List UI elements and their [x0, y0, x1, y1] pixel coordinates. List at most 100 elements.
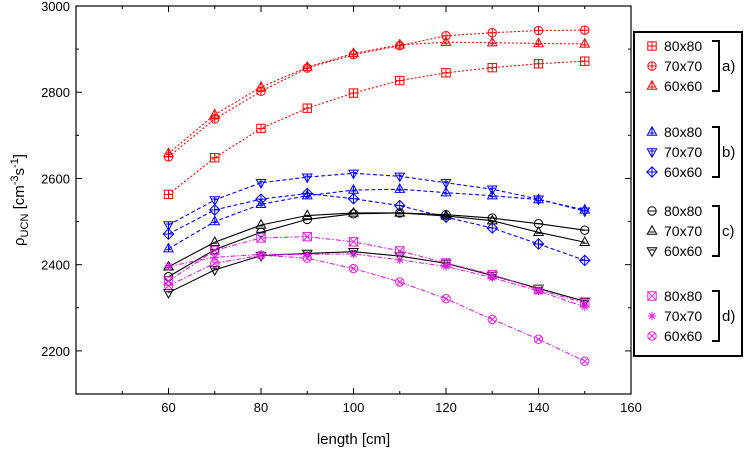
- data-point: [209, 196, 221, 207]
- marker-circle: [487, 314, 497, 325]
- series-line: [168, 212, 585, 268]
- legend-entry-label: 70x70: [664, 144, 702, 160]
- legend-entry-label: 60x60: [664, 164, 702, 180]
- marker-triangle-down: [162, 288, 175, 299]
- data-point: [162, 228, 175, 240]
- y-axis-title-sup-2: -1: [9, 158, 21, 168]
- marker-square: [348, 237, 359, 247]
- data-point: [394, 182, 406, 193]
- data-point: [301, 173, 313, 184]
- data-point: [533, 25, 544, 36]
- data-point: [487, 62, 497, 73]
- data-point: [395, 75, 405, 86]
- marker-part: [581, 303, 589, 311]
- data-point: [580, 25, 590, 35]
- series-line: [168, 188, 585, 250]
- data-point: [440, 209, 452, 220]
- series-b-60x60: [162, 187, 591, 267]
- marker-part: [395, 246, 405, 256]
- data-point: [256, 250, 266, 260]
- marker-triangle-down: [209, 266, 221, 277]
- data-point: [487, 314, 497, 325]
- legend-group-c: 80x80 70x70 60x60 c): [646, 203, 735, 259]
- legend-bracket: [712, 290, 720, 342]
- x-tick-label: 140: [528, 400, 550, 415]
- marker-circle: [163, 281, 174, 291]
- data-point: [348, 237, 359, 247]
- x-tick-label: 60: [161, 400, 175, 415]
- legend-entry: 80x80: [646, 124, 702, 140]
- legend-entry-label: 60x60: [664, 78, 702, 94]
- legend-entry-label: 70x70: [664, 308, 702, 324]
- series-b-70x70: [162, 169, 591, 232]
- data-point: [163, 281, 174, 291]
- legend-group-a: 80x80 70x70 60x60 a): [646, 38, 735, 94]
- data-point: [256, 250, 266, 259]
- data-point: [347, 47, 360, 58]
- data-point: [256, 123, 266, 134]
- legend-group-label: c): [722, 223, 735, 240]
- marker-triangle-up: [440, 209, 452, 220]
- data-point: [210, 153, 220, 163]
- data-point: [209, 215, 221, 226]
- data-point: [301, 209, 313, 220]
- data-point: [533, 334, 544, 344]
- legend-bracket: [712, 40, 720, 92]
- marker-part: [165, 282, 172, 290]
- series-line: [168, 41, 585, 154]
- series-line: [168, 253, 585, 308]
- data-point: [395, 255, 404, 265]
- marker-square: [647, 291, 657, 301]
- series-line: [168, 29, 585, 158]
- data-point: [580, 225, 590, 235]
- y-tick-label: 2600: [41, 171, 70, 186]
- legend-group-b: 80x80 70x70 60x60 b): [646, 124, 735, 180]
- legend-entry: 60x60: [646, 78, 702, 94]
- marker-part: [396, 278, 404, 286]
- marker-triangle-up: [486, 214, 498, 225]
- axes: 60 80 100 120 140 160 2200 2400 2600 2800 3000: [41, 0, 642, 415]
- data-point: [162, 288, 175, 299]
- marker-part: [396, 256, 404, 264]
- marker-part: [488, 274, 496, 281]
- y-tick-label: 2800: [41, 85, 70, 100]
- legend-entry-label: 70x70: [664, 58, 702, 74]
- marker-part: [648, 312, 656, 320]
- series-a-60x60: [162, 35, 591, 158]
- data-point: [532, 195, 545, 206]
- legend-group-label: a): [722, 58, 735, 75]
- series-line: [168, 212, 585, 278]
- marker-circle: [210, 258, 220, 269]
- marker-part: [488, 316, 496, 323]
- marker-triangle-up: [579, 236, 591, 246]
- marker-part: [350, 250, 357, 258]
- marker-part: [165, 263, 172, 270]
- data-point: [488, 273, 497, 282]
- data-point: [347, 206, 360, 217]
- data-point: [579, 207, 591, 218]
- data-point: [394, 206, 406, 217]
- legend-bracket: [712, 205, 720, 257]
- marker-circle: [348, 263, 359, 274]
- series-line: [168, 254, 585, 362]
- data-point: [164, 262, 173, 271]
- data-point: [394, 172, 406, 183]
- marker-circle: [395, 277, 405, 287]
- data-point: [302, 103, 312, 113]
- data-point: [348, 88, 359, 98]
- marker-triangle-up: [209, 236, 221, 246]
- legend-entry: 60x60: [646, 164, 702, 180]
- marker-circle: [533, 334, 544, 344]
- data-point: [302, 231, 312, 242]
- legend-entry-label: 80x80: [664, 124, 702, 140]
- data-point: [532, 37, 545, 48]
- marker-triangle-up: [532, 226, 545, 237]
- data-point: [347, 183, 360, 194]
- data-point: [210, 258, 220, 269]
- legend-entry: 80x80: [647, 288, 702, 304]
- data-point: [163, 189, 174, 200]
- series-d-70x70: [164, 249, 589, 312]
- data-point: [441, 68, 451, 78]
- data-point: [394, 38, 406, 49]
- x-tick-label: 160: [620, 400, 642, 415]
